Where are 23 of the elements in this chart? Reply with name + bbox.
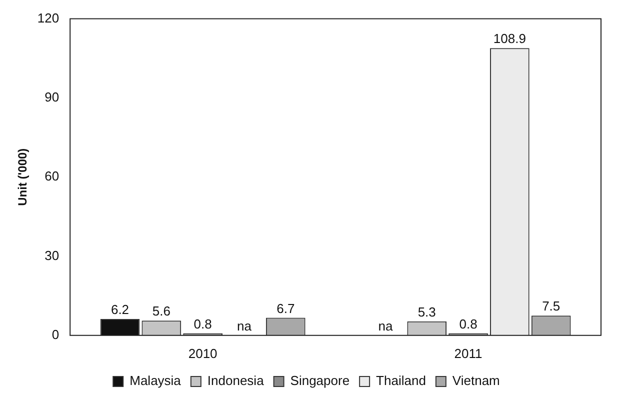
y-tick-label: 0 — [52, 326, 60, 342]
data-label: 108.9 — [493, 31, 526, 46]
data-label: 6.7 — [276, 300, 295, 316]
x-tick-label: 2010 — [188, 346, 218, 361]
legend-label: Vietnam — [452, 373, 500, 388]
y-tick-label: 120 — [37, 10, 60, 26]
y-axis-title: Unit ('000) — [16, 148, 30, 206]
legend-label: Singapore — [290, 373, 350, 388]
data-label: 7.5 — [542, 298, 560, 314]
legend-label: Malaysia — [130, 373, 182, 388]
text: na — [378, 318, 393, 334]
x-tick-label: 2011 — [454, 346, 482, 361]
legend-label: Thailand — [376, 373, 426, 388]
data-label: 5.3 — [418, 304, 436, 320]
data-label: 0.8 — [194, 316, 212, 332]
y-tick-label: 60 — [44, 168, 60, 184]
data-label: 5.6 — [152, 304, 170, 319]
data-label: 0.8 — [459, 316, 478, 332]
y-tick-label: 90 — [44, 90, 60, 105]
text: na — [236, 318, 252, 334]
y-tick-label: 30 — [44, 248, 60, 263]
data-label: 6.2 — [110, 302, 130, 318]
legend-label: Indonesia — [207, 373, 265, 388]
